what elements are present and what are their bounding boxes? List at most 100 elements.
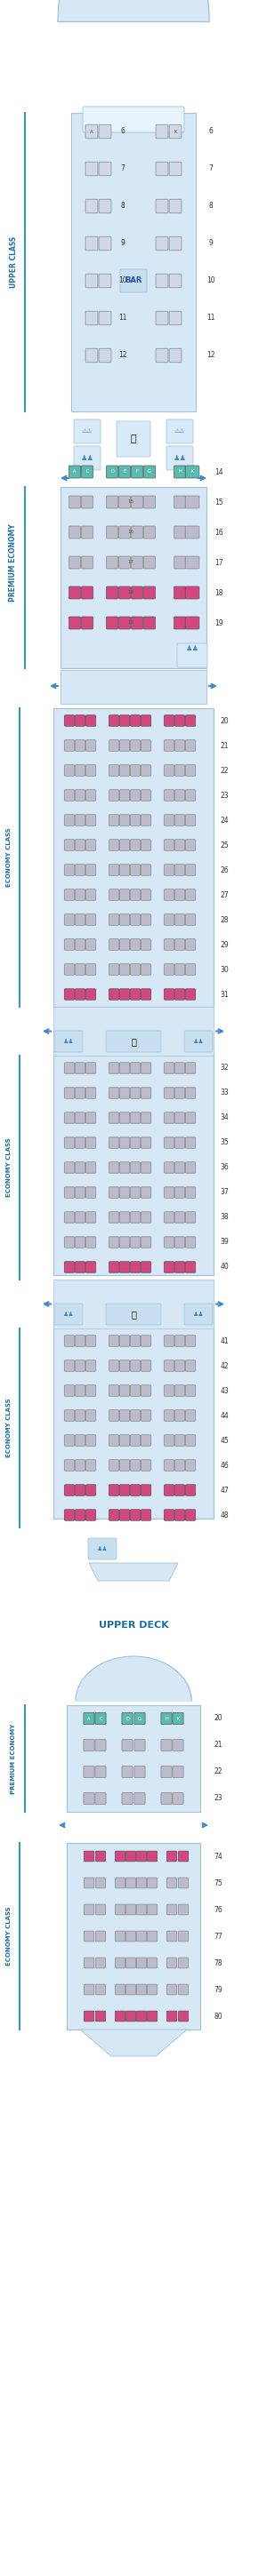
FancyBboxPatch shape [156,198,168,214]
FancyBboxPatch shape [130,1188,140,1198]
FancyBboxPatch shape [86,1435,96,1445]
FancyBboxPatch shape [86,1188,96,1198]
FancyBboxPatch shape [141,940,151,951]
FancyBboxPatch shape [86,1334,96,1347]
Text: 41: 41 [220,1337,229,1345]
FancyBboxPatch shape [147,1878,157,1888]
FancyBboxPatch shape [134,1739,145,1752]
FancyBboxPatch shape [174,466,186,479]
FancyBboxPatch shape [178,2012,189,2022]
FancyBboxPatch shape [120,1162,130,1172]
FancyBboxPatch shape [130,1262,140,1273]
FancyBboxPatch shape [130,840,140,850]
FancyBboxPatch shape [178,1904,189,1914]
Text: ECONOMY CLASS: ECONOMY CLASS [6,827,11,886]
FancyBboxPatch shape [185,814,195,827]
FancyBboxPatch shape [86,1386,96,1396]
FancyBboxPatch shape [185,940,195,951]
FancyBboxPatch shape [164,1262,174,1273]
FancyBboxPatch shape [185,716,195,726]
FancyBboxPatch shape [109,1360,119,1370]
FancyBboxPatch shape [119,616,130,629]
Text: 27: 27 [220,891,229,899]
FancyBboxPatch shape [64,739,74,752]
FancyBboxPatch shape [75,1188,85,1198]
Text: 26: 26 [220,866,229,873]
FancyBboxPatch shape [109,1162,119,1172]
FancyBboxPatch shape [64,1409,74,1422]
FancyBboxPatch shape [185,1334,195,1347]
FancyBboxPatch shape [84,1932,94,1942]
FancyBboxPatch shape [120,1435,130,1445]
FancyArrowPatch shape [45,1301,51,1306]
Text: 36: 36 [220,1164,229,1172]
FancyBboxPatch shape [167,2012,177,2022]
FancyBboxPatch shape [74,420,101,443]
FancyBboxPatch shape [119,495,130,507]
Text: 🥤: 🥤 [131,435,136,443]
FancyBboxPatch shape [164,716,174,726]
Text: A: A [88,1716,91,1721]
FancyBboxPatch shape [120,914,130,925]
FancyBboxPatch shape [175,940,185,951]
FancyBboxPatch shape [130,1334,140,1347]
FancyArrowPatch shape [62,477,69,479]
FancyBboxPatch shape [64,940,74,951]
FancyBboxPatch shape [175,1409,185,1422]
FancyBboxPatch shape [144,556,155,569]
FancyBboxPatch shape [120,739,130,752]
FancyBboxPatch shape [64,1334,74,1347]
Text: 31: 31 [220,989,229,999]
FancyBboxPatch shape [75,1435,85,1445]
FancyBboxPatch shape [172,1793,183,1803]
Text: 19: 19 [215,618,223,626]
FancyBboxPatch shape [130,1236,140,1247]
FancyBboxPatch shape [106,587,118,598]
FancyBboxPatch shape [120,940,130,951]
FancyBboxPatch shape [175,1211,185,1224]
FancyBboxPatch shape [64,840,74,850]
FancyBboxPatch shape [75,1484,85,1497]
FancyBboxPatch shape [86,739,96,752]
Text: 18: 18 [128,590,134,595]
FancyBboxPatch shape [141,1162,151,1172]
FancyBboxPatch shape [130,914,140,925]
FancyBboxPatch shape [156,124,168,139]
FancyBboxPatch shape [164,866,174,876]
Text: 40: 40 [220,1262,229,1270]
FancyBboxPatch shape [126,1852,136,1862]
Bar [53,708,214,1007]
FancyBboxPatch shape [185,1162,195,1172]
FancyBboxPatch shape [126,1904,136,1914]
FancyBboxPatch shape [141,889,151,902]
FancyBboxPatch shape [64,791,74,801]
FancyBboxPatch shape [130,1360,140,1370]
FancyBboxPatch shape [185,791,195,801]
FancyBboxPatch shape [75,1113,85,1123]
Text: K: K [176,1716,179,1721]
FancyBboxPatch shape [156,273,168,289]
FancyBboxPatch shape [126,1984,136,1994]
FancyBboxPatch shape [96,1878,106,1888]
FancyBboxPatch shape [84,1984,94,1994]
FancyBboxPatch shape [141,1236,151,1247]
FancyBboxPatch shape [64,1435,74,1445]
FancyBboxPatch shape [164,889,174,902]
Text: 10: 10 [207,276,215,286]
Bar [67,1842,200,2030]
FancyBboxPatch shape [64,1087,74,1097]
FancyBboxPatch shape [115,2012,125,2022]
FancyBboxPatch shape [164,1162,174,1172]
FancyBboxPatch shape [86,866,96,876]
Text: 18: 18 [215,590,223,598]
FancyBboxPatch shape [75,989,85,999]
FancyBboxPatch shape [69,526,81,538]
FancyBboxPatch shape [185,1435,195,1445]
FancyBboxPatch shape [185,1409,195,1422]
FancyBboxPatch shape [174,526,186,538]
Text: 42: 42 [220,1363,229,1370]
FancyBboxPatch shape [109,989,119,999]
FancyBboxPatch shape [120,963,130,974]
FancyBboxPatch shape [109,963,119,974]
Text: C: C [86,469,89,474]
